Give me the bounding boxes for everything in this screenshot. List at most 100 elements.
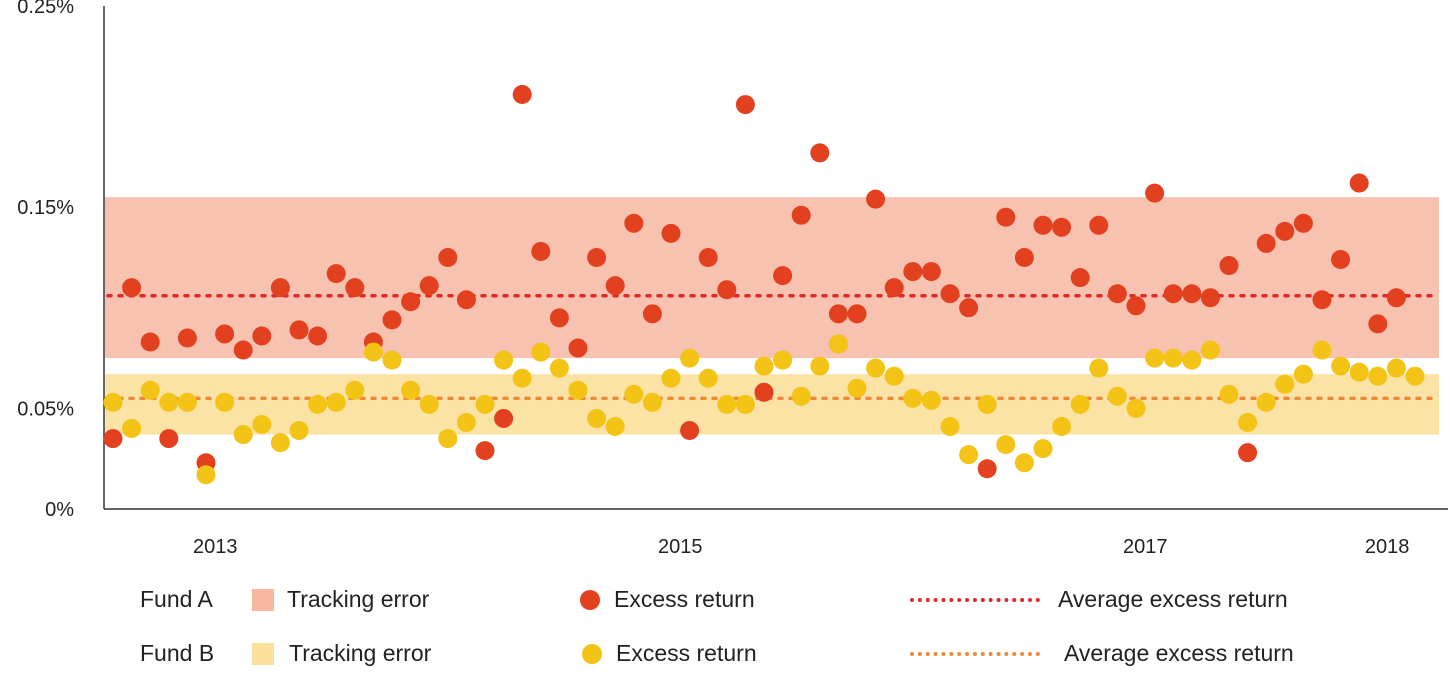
fund-a-excess-return-point [568,338,588,358]
y-tick-label: 0% [45,499,74,521]
legend-fund-a-tracking-error: Tracking error [287,586,430,612]
fund-a-excess-return-point [140,332,160,352]
fund-b-excess-return-point [605,417,625,437]
fund-a-excess-return-point [512,85,532,105]
x-tick-label: 2017 [1123,536,1168,558]
fund-a-excess-return-point [847,304,867,324]
fund-b-excess-return-point [103,392,123,412]
fund-a-excess-return-point [1275,221,1295,241]
fund-a-excess-return-point [1349,173,1369,193]
fund-b-excess-return-point [884,366,904,386]
legend: Fund A Tracking error Excess return Aver… [0,572,1451,668]
y-tick-label: 0.25% [17,0,74,18]
fund-b-excess-return-point [122,419,142,439]
fund-a-excess-return-point [215,324,235,344]
fund-a-excess-return-point [1145,183,1165,203]
fund-b-excess-return-point [866,358,886,378]
legend-fund-b-label: Fund B [140,640,215,666]
fund-a-excess-return-point [996,207,1016,227]
fund-a-excess-return-point [308,326,328,346]
fund-b-excess-return-point [419,394,439,414]
y-tick-labels: 0% 0.05% 0.15% 0.25% [17,0,74,521]
fund-b-excess-return-point [1200,340,1220,360]
x-tick-labels: 2013 2015 2017 2018 [193,536,1409,558]
chart: 0% 0.05% 0.15% 0.25% 2013 2015 2017 2018 [17,0,1448,558]
fund-a-excess-return-point [419,276,439,296]
fund-b-excess-return-point [754,356,774,376]
legend-row-fund-b: Fund B Tracking error Excess return Aver… [0,634,1451,674]
legend-fund-b-excess-return: Excess return [616,640,757,666]
fund-b-excess-return-point [1312,340,1332,360]
fund-b-excess-return-point [698,368,718,388]
fund-b-excess-return-point [1238,412,1258,432]
fund-b-excess-return-point [587,408,607,428]
fund-b-excess-return-point [512,368,532,388]
fund-a-excess-return-point [252,326,272,346]
fund-b-excess-return-point [382,350,402,370]
fund-b-excess-return-point [1293,364,1313,384]
fund-a-excess-return-point [456,290,476,310]
fund-a-excess-return-point [903,262,923,282]
fund-a-excess-return-point [698,248,718,267]
fund-b-excess-return-point [196,465,216,485]
fund-b-excess-return-point [289,421,309,441]
fund-a-excess-return-point [754,382,774,402]
fund-a-excess-return-point [270,278,290,298]
fund-b-excess-return-point [140,380,160,400]
data-points [103,85,1425,485]
fund-a-excess-return-point [494,408,514,428]
fund-a-excess-return-point [735,95,755,115]
x-tick-label: 2015 [658,536,703,558]
fund-b-excess-return-point [717,394,737,414]
fund-b-excess-return-point [1107,386,1127,406]
fund-a-excess-return-point [1368,314,1388,334]
fund-a-excess-return-point [828,304,848,324]
fund-b-excess-return-point [810,356,830,376]
fund-b-excess-return-point [363,342,383,362]
fund-b-excess-return-point [959,445,979,465]
fund-a-excess-return-point [177,328,197,348]
fund-a-excess-return-point [345,278,365,298]
fund-a-excess-return-point [1238,443,1258,463]
fund-b-excess-return-point [1368,366,1388,386]
fund-a-excess-return-point [1256,233,1276,253]
fund-a-excess-return-point [1107,284,1127,304]
legend-fund-b-avg-line [910,652,1040,656]
fund-a-excess-return-point [680,421,700,441]
fund-a-excess-return-point [866,189,886,209]
fund-b-excess-return-point [215,392,235,412]
fund-b-excess-return-point [1126,398,1146,418]
fund-b-excess-return-point [308,394,328,414]
fund-a-excess-return-point [382,310,402,330]
fund-b-excess-return-point [661,368,681,388]
fund-b-excess-return-point [549,358,569,378]
legend-fund-a-avg-line [910,598,1040,602]
fund-b-excess-return-point [977,394,997,414]
legend-row-fund-a: Fund A Tracking error Excess return Aver… [0,580,1451,620]
fund-b-excess-return-point [252,414,272,434]
fund-b-excess-return-point [735,394,755,414]
x-tick-label: 2018 [1365,536,1410,558]
fund-b-excess-return-point [456,412,476,432]
fund-a-excess-return-point [959,298,979,318]
fund-a-excess-return-point [1293,213,1313,233]
fund-a-excess-return-point [921,262,941,282]
fund-a-excess-return-point [884,278,904,298]
legend-fund-a-average: Average excess return [1058,586,1288,612]
fund-b-excess-return-point [940,417,960,437]
fund-b-excess-return-point [680,348,700,368]
y-tick-label: 0.05% [17,398,74,420]
fund-b-excess-return-point [921,390,941,410]
fund-b-excess-return-point [1089,358,1109,378]
fund-a-excess-return-point [1089,215,1109,235]
fund-a-excess-return-point [233,340,253,360]
fund-b-excess-return-point [773,350,793,370]
fund-b-excess-return-point [401,380,421,400]
fund-b-excess-return-point [345,380,365,400]
fund-a-excess-return-point [401,292,421,312]
fund-b-excess-return-point [791,386,811,406]
fund-a-excess-return-point [1163,284,1183,304]
fund-b-excess-return-point [1070,394,1090,414]
fund-b-excess-return-point [438,429,458,449]
fund-a-excess-return-point [1052,217,1072,237]
